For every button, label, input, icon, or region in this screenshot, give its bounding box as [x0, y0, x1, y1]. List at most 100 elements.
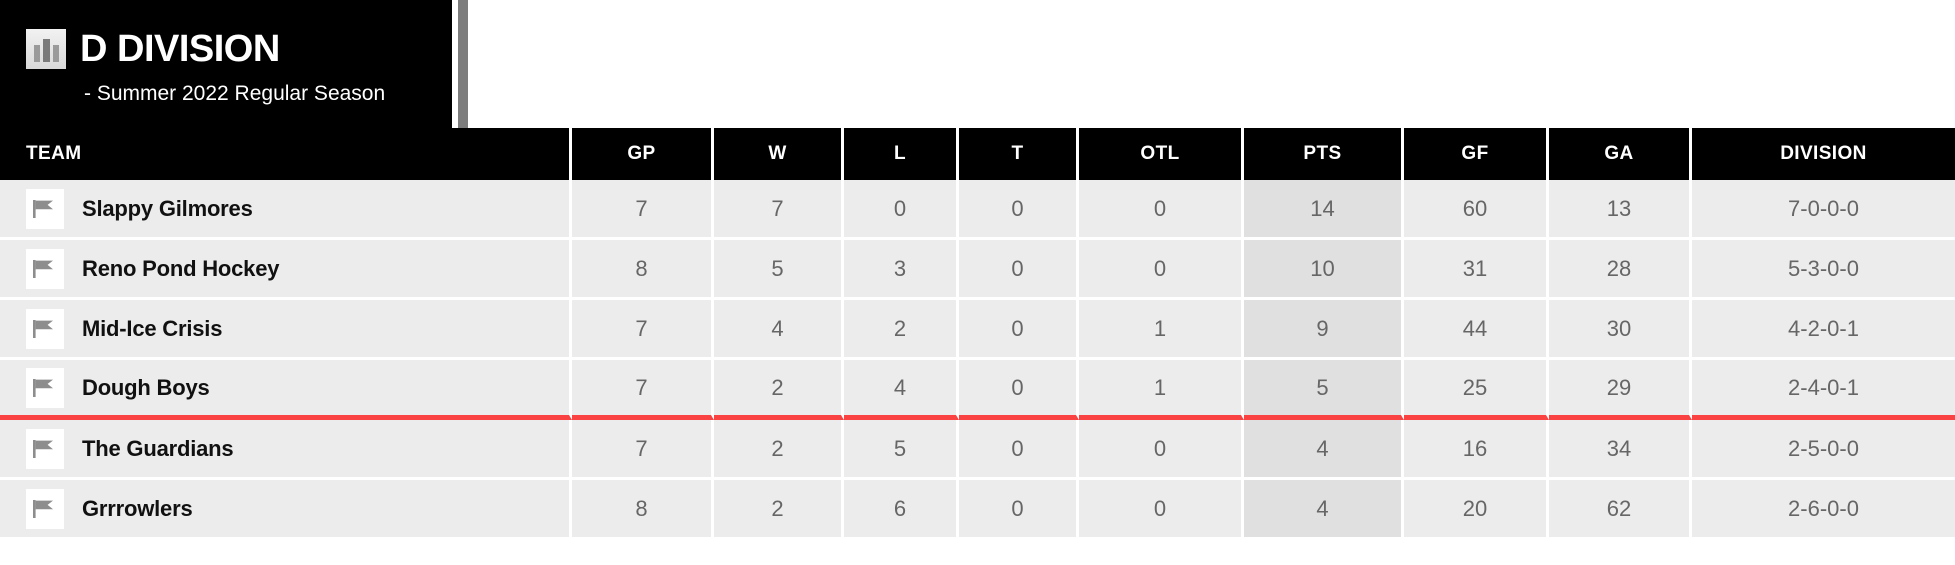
cell-gp: 7: [572, 360, 714, 420]
cell-gp: 8: [572, 240, 714, 300]
cell-pts: 5: [1244, 360, 1404, 420]
table-row[interactable]: Grrrowlers 8 2 6 0 0 4 20 62 2-6-0-0: [0, 480, 1955, 540]
cell-ga: 28: [1549, 240, 1692, 300]
table-row[interactable]: Slappy Gilmores 7 7 0 0 0 14 60 13 7-0-0-0: [0, 180, 1955, 240]
cell-w: 5: [714, 240, 844, 300]
cell-t: 0: [959, 360, 1079, 420]
cell-l: 5: [844, 420, 959, 480]
cell-otl: 1: [1079, 300, 1244, 360]
cell-otl: 1: [1079, 360, 1244, 420]
team-name: Mid-Ice Crisis: [82, 315, 223, 341]
cell-t: 0: [959, 420, 1079, 480]
team-name: Reno Pond Hockey: [82, 255, 280, 281]
cell-division: 2-6-0-0: [1692, 480, 1955, 540]
cell-otl: 0: [1079, 480, 1244, 540]
division-title-line: D DIVISION: [26, 27, 452, 70]
cell-team[interactable]: Slappy Gilmores: [0, 180, 572, 240]
team-name: The Guardians: [82, 435, 234, 461]
cell-t: 0: [959, 180, 1079, 240]
cell-team[interactable]: The Guardians: [0, 420, 572, 480]
division-bars-icon: [26, 28, 66, 69]
cell-pts: 9: [1244, 300, 1404, 360]
flag-icon: [26, 428, 64, 469]
cell-t: 0: [959, 480, 1079, 540]
cell-gf: 44: [1404, 300, 1549, 360]
cell-division: 2-5-0-0: [1692, 420, 1955, 480]
cell-team[interactable]: Grrrowlers: [0, 480, 572, 540]
header-row: TEAM GP W L T OTL PTS GF GA DIVISION: [0, 128, 1955, 180]
banner-side-bar: [458, 0, 468, 128]
cell-l: 2: [844, 300, 959, 360]
table-row[interactable]: Dough Boys 7 2 4 0 1 5 25 29 2-4-0-1: [0, 360, 1955, 420]
cell-division: 7-0-0-0: [1692, 180, 1955, 240]
cell-team[interactable]: Mid-Ice Crisis: [0, 300, 572, 360]
cell-w: 7: [714, 180, 844, 240]
column-header-t[interactable]: T: [959, 128, 1079, 180]
column-header-gp[interactable]: GP: [572, 128, 714, 180]
cell-pts: 14: [1244, 180, 1404, 240]
table-row[interactable]: The Guardians 7 2 5 0 0 4 16 34 2-5-0-0: [0, 420, 1955, 480]
standings-table-body: Slappy Gilmores 7 7 0 0 0 14 60 13 7-0-0-0 Reno Po…: [0, 180, 1955, 540]
cell-division: 4-2-0-1: [1692, 300, 1955, 360]
cell-team[interactable]: Dough Boys: [0, 360, 572, 420]
page-title: D DIVISION: [80, 27, 280, 70]
cell-team[interactable]: Reno Pond Hockey: [0, 240, 572, 300]
column-header-gf[interactable]: GF: [1404, 128, 1549, 180]
team-name: Grrrowlers: [82, 495, 193, 521]
column-header-w[interactable]: W: [714, 128, 844, 180]
flag-icon: [26, 488, 64, 529]
cell-gf: 60: [1404, 180, 1549, 240]
column-header-otl[interactable]: OTL: [1079, 128, 1244, 180]
cell-gf: 16: [1404, 420, 1549, 480]
cell-otl: 0: [1079, 240, 1244, 300]
cell-w: 2: [714, 480, 844, 540]
cell-pts: 10: [1244, 240, 1404, 300]
cell-ga: 29: [1549, 360, 1692, 420]
table-row[interactable]: Mid-Ice Crisis 7 4 2 0 1 9 44 30 4-2-0-1: [0, 300, 1955, 360]
cell-t: 0: [959, 240, 1079, 300]
division-banner: D DIVISION - Summer 2022 Regular Season: [0, 0, 1955, 128]
cell-w: 2: [714, 360, 844, 420]
cell-gp: 7: [572, 420, 714, 480]
column-header-division[interactable]: DIVISION: [1692, 128, 1955, 180]
cell-w: 2: [714, 420, 844, 480]
cell-l: 6: [844, 480, 959, 540]
cell-pts: 4: [1244, 420, 1404, 480]
cell-pts: 4: [1244, 480, 1404, 540]
cell-otl: 0: [1079, 180, 1244, 240]
cell-gp: 8: [572, 480, 714, 540]
standings-table-header: TEAM GP W L T OTL PTS GF GA DIVISION: [0, 128, 1955, 180]
cell-ga: 34: [1549, 420, 1692, 480]
cell-ga: 13: [1549, 180, 1692, 240]
cell-ga: 62: [1549, 480, 1692, 540]
cell-gp: 7: [572, 180, 714, 240]
cell-gf: 20: [1404, 480, 1549, 540]
flag-icon: [26, 308, 64, 349]
flag-icon: [26, 367, 64, 408]
table-row[interactable]: Reno Pond Hockey 8 5 3 0 0 10 31 28 5-3-0-0: [0, 240, 1955, 300]
cell-w: 4: [714, 300, 844, 360]
cell-ga: 30: [1549, 300, 1692, 360]
column-header-ga[interactable]: GA: [1549, 128, 1692, 180]
standings-table: TEAM GP W L T OTL PTS GF GA DIVISION Sla…: [0, 128, 1955, 540]
banner-filler: [468, 0, 1955, 128]
flag-icon: [26, 188, 64, 229]
flag-icon: [26, 248, 64, 289]
division-banner-block: D DIVISION - Summer 2022 Regular Season: [0, 0, 452, 128]
cell-gp: 7: [572, 300, 714, 360]
column-header-team[interactable]: TEAM: [0, 128, 572, 180]
team-name: Slappy Gilmores: [82, 195, 253, 221]
cell-l: 4: [844, 360, 959, 420]
column-header-l[interactable]: L: [844, 128, 959, 180]
column-header-pts[interactable]: PTS: [1244, 128, 1404, 180]
team-name: Dough Boys: [82, 374, 210, 400]
cell-gf: 25: [1404, 360, 1549, 420]
cell-l: 3: [844, 240, 959, 300]
cell-l: 0: [844, 180, 959, 240]
cell-division: 2-4-0-1: [1692, 360, 1955, 420]
cell-division: 5-3-0-0: [1692, 240, 1955, 300]
cell-t: 0: [959, 300, 1079, 360]
season-subtitle: - Summer 2022 Regular Season: [84, 81, 386, 105]
cell-gf: 31: [1404, 240, 1549, 300]
